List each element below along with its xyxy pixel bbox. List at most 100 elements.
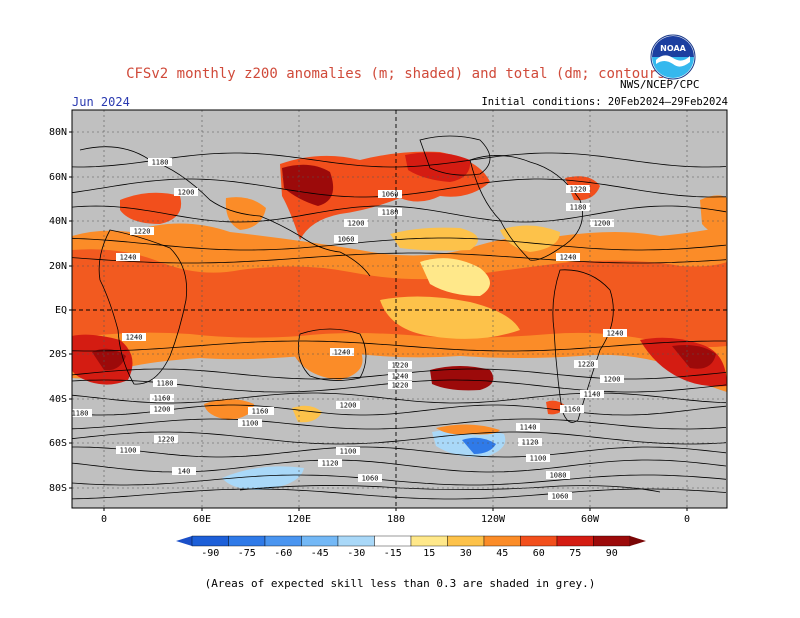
latitude-axis: 80N 60N 40N 20N EQ 20S 40S 60S 80S xyxy=(49,127,72,494)
colorbar-right-arrow xyxy=(630,536,646,546)
contour-label: 1240 xyxy=(334,349,351,357)
contour-line xyxy=(72,488,727,500)
contour-label: 1180 xyxy=(72,410,89,418)
lat-tick-label: 20S xyxy=(49,349,67,360)
contour-label: 1080 xyxy=(550,472,567,480)
lat-tick-label: 40N xyxy=(49,216,67,227)
anomaly-patch-caribbean xyxy=(500,225,560,252)
chart-title: CFSv2 monthly z200 anomalies (m; shaded)… xyxy=(126,66,674,82)
contour-line xyxy=(72,205,727,223)
colorbar-cell xyxy=(556,535,594,547)
contour-label: 1140 xyxy=(584,391,601,399)
contour-label-bg xyxy=(378,190,402,198)
contour-label: 1200 xyxy=(154,406,171,414)
anomaly-north-atlantic xyxy=(120,192,182,224)
colorbar-cell xyxy=(410,535,448,547)
anomaly-patch-npac xyxy=(420,258,490,296)
colorbar-label: -15 xyxy=(384,548,402,559)
africa-outline xyxy=(98,229,188,385)
contour-label-bg xyxy=(116,253,140,261)
colorbar-cell xyxy=(483,535,521,547)
colorbar-label: 45 xyxy=(496,548,508,559)
noaa-logo: NOAA xyxy=(650,34,696,80)
colorbar-left-arrow xyxy=(176,536,192,546)
contour-label: 1240 xyxy=(560,254,577,262)
colorbar: -90 -75 -60 -45 -30 -15 15 30 45 60 75 90 xyxy=(176,535,646,559)
antarctica-coast xyxy=(239,485,661,493)
contour-label: 1100 xyxy=(120,447,137,455)
lat-tick-label: 80N xyxy=(49,127,67,138)
graticule xyxy=(72,110,727,508)
contour-label-bg xyxy=(566,203,590,211)
colorbar-label: 60 xyxy=(533,548,545,559)
contour-label: 1180 xyxy=(570,204,587,212)
lat-tick-label: EQ xyxy=(55,305,67,316)
contour-label: 1100 xyxy=(340,448,357,456)
lon-tick-label: 60W xyxy=(581,514,600,525)
contour-label: 1240 xyxy=(607,330,624,338)
contour-label-bg xyxy=(574,360,598,368)
contour-label-bg xyxy=(238,419,262,427)
anomaly-core-samerica xyxy=(672,345,716,369)
contour-label: 1060 xyxy=(362,475,379,483)
contour-label: 1060 xyxy=(338,236,355,244)
colorbar-cell xyxy=(191,535,229,547)
anomaly-positive-sw-pacific xyxy=(436,424,500,435)
contour-label-bg xyxy=(358,474,382,482)
contour-label-bg xyxy=(72,409,92,417)
contour-label-bg xyxy=(336,401,360,409)
colorbar-label: 15 xyxy=(423,548,435,559)
colorbar-cell xyxy=(520,535,558,547)
contour-label-bg xyxy=(334,235,358,243)
contour-label: 1120 xyxy=(522,439,539,447)
colorbar-cell xyxy=(264,535,302,547)
lat-tick-label: 40S xyxy=(49,394,67,405)
contour-label-bg xyxy=(560,405,584,413)
contour-label-bg xyxy=(336,447,360,455)
anomaly-negative-antarctic xyxy=(222,466,304,490)
contour-label-bg xyxy=(122,333,146,341)
contour-line xyxy=(72,340,726,352)
contour-label-bg xyxy=(548,492,572,500)
contour-label: 1200 xyxy=(604,376,621,384)
lon-tick-label: 180 xyxy=(387,514,405,525)
contour-label-bg xyxy=(330,348,354,356)
contour-line xyxy=(72,431,727,445)
colorbar-cell xyxy=(593,535,631,547)
anomaly-core-north-eurasia xyxy=(282,164,334,206)
contour-label-bg xyxy=(174,467,194,475)
contour-label-bg xyxy=(174,188,198,196)
contour-label: 1160 xyxy=(154,395,171,403)
contour-label: 140 xyxy=(178,468,191,476)
contour-label-bg xyxy=(248,407,272,415)
contour-label: 1200 xyxy=(178,189,195,197)
colorbar-label: -45 xyxy=(311,548,329,559)
anomaly-negative-core xyxy=(462,437,496,454)
colorbar-label: 75 xyxy=(569,548,581,559)
contour-label-bg xyxy=(580,390,604,398)
anomaly-south-pacific xyxy=(430,366,494,391)
lat-tick-label: 20N xyxy=(49,261,67,272)
lat-tick-label: 60N xyxy=(49,172,67,183)
contour-label-bg xyxy=(518,438,542,446)
contour-label: 1140 xyxy=(520,424,537,432)
contour-line xyxy=(72,404,727,416)
contour-label: 1220 xyxy=(392,362,409,370)
lon-tick-label: 120E xyxy=(287,514,311,525)
contour-label: 1240 xyxy=(126,334,143,342)
anomaly-south-indian xyxy=(204,399,254,420)
contour-label: 1220 xyxy=(158,436,175,444)
contour-line xyxy=(72,446,727,458)
agency-label: NWS/NCEP/CPC xyxy=(620,78,700,91)
contour-label: 1120 xyxy=(322,460,339,468)
skill-footnote: (Areas of expected skill less than 0.3 a… xyxy=(204,577,596,590)
contour-label: 1180 xyxy=(382,209,399,217)
contour-label-bg xyxy=(150,394,174,402)
colorbar-label: -90 xyxy=(201,548,219,559)
anomaly-patch-hawaii xyxy=(390,227,478,251)
colorbar-label: -60 xyxy=(274,548,292,559)
contour-line xyxy=(72,474,727,486)
colorbar-label: 90 xyxy=(606,548,618,559)
contour-label: 1240 xyxy=(392,373,409,381)
contour-label-bg xyxy=(378,208,402,216)
